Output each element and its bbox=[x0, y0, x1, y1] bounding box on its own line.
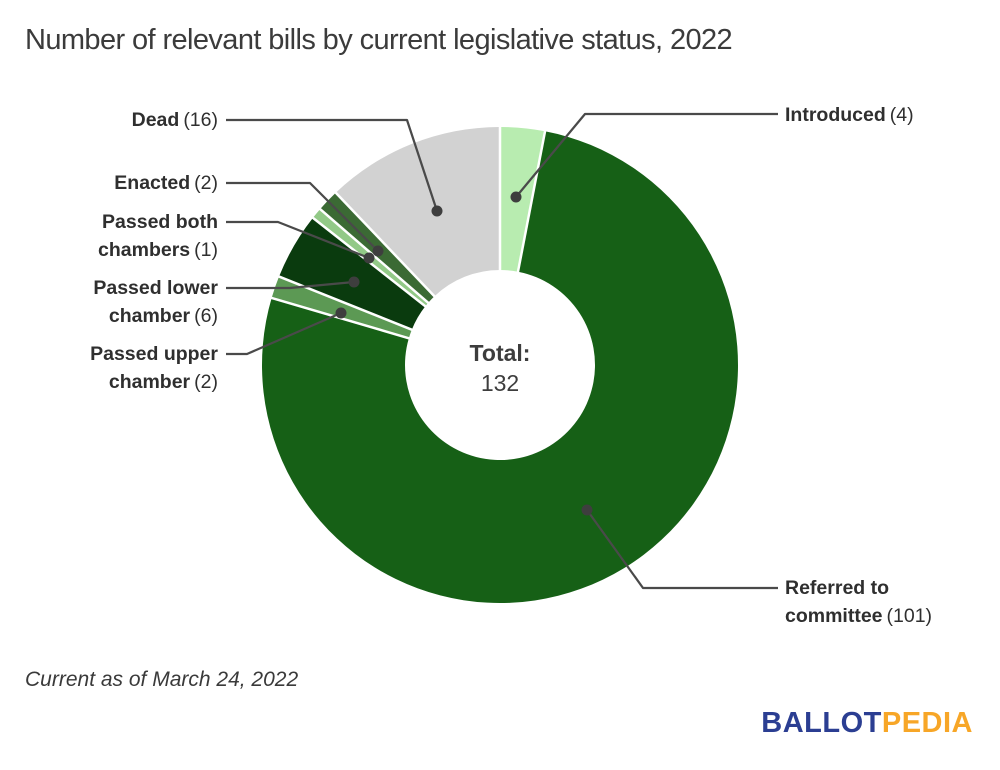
callout-introduced-count: (4) bbox=[889, 104, 914, 126]
logo-pedia: PEDIA bbox=[881, 707, 973, 739]
callout-enacted-label: Enacted bbox=[114, 172, 191, 194]
leader-line-passed-upper-chamber bbox=[226, 311, 342, 356]
leader-dot-passed-lower-chamber bbox=[348, 276, 360, 288]
callout-passed-upper-chamber-count: (2) bbox=[194, 371, 218, 393]
callout-passed-upper-chamber-label: Passed upper chamber bbox=[90, 343, 218, 393]
slice-passed-upper-chamber bbox=[271, 276, 412, 339]
callout-introduced: Introduced (4) bbox=[785, 101, 980, 129]
callout-dead: Dead (16) bbox=[68, 106, 218, 134]
leader-line-passed-both-chambers bbox=[226, 220, 370, 260]
slice-referred-to-committee bbox=[262, 131, 738, 604]
ballotpedia-logo: BALLOTPEDIA bbox=[761, 707, 973, 740]
callout-passed-lower-chamber-count: (6) bbox=[194, 305, 218, 327]
slice-divider bbox=[277, 275, 414, 332]
slice-divider bbox=[516, 130, 547, 273]
leader-dot-passed-upper-chamber bbox=[335, 307, 347, 319]
callout-dead-count: (16) bbox=[183, 109, 218, 131]
callout-enacted: Enacted (2) bbox=[68, 169, 218, 197]
logo-ballot: BALLOT bbox=[761, 707, 882, 739]
slice-dead bbox=[335, 127, 500, 297]
callout-dead-label: Dead bbox=[131, 109, 180, 131]
leader-dot-enacted bbox=[372, 245, 384, 257]
leader-line-dead bbox=[226, 118, 439, 212]
callout-referred-to-committee-count: (101) bbox=[886, 605, 933, 627]
leader-dot-dead bbox=[431, 205, 443, 217]
callout-passed-both-chambers-label: Passed both chambers bbox=[98, 211, 218, 261]
slice-passed-lower-chamber bbox=[279, 217, 426, 330]
leader-line-enacted bbox=[226, 181, 379, 252]
leader-line-introduced bbox=[515, 112, 778, 198]
total-label: Total: bbox=[469, 340, 531, 366]
leader-line-referred-to-committee bbox=[586, 509, 778, 590]
callout-passed-both-chambers-count: (1) bbox=[194, 239, 218, 261]
footnote: Current as of March 24, 2022 bbox=[25, 668, 299, 691]
slice-introduced bbox=[500, 127, 546, 272]
callout-passed-lower-chamber: Passed lower chamber (6) bbox=[58, 274, 218, 330]
leader-dot-passed-both-chambers bbox=[363, 252, 375, 264]
callout-passed-both-chambers: Passed both chambers (1) bbox=[58, 208, 218, 264]
total-value: 132 bbox=[480, 370, 520, 396]
callout-enacted-count: (2) bbox=[194, 172, 218, 194]
callout-passed-upper-chamber: Passed upper chamber (2) bbox=[58, 340, 218, 396]
leader-dot-referred-to-committee bbox=[581, 504, 593, 516]
callout-referred-to-committee: Referred to committee (101) bbox=[785, 574, 980, 630]
slice-divider bbox=[334, 191, 437, 298]
donut-center-total: Total: 132 bbox=[400, 338, 600, 398]
leader-dot-introduced bbox=[510, 191, 522, 203]
callout-referred-to-committee-label: Referred to committee bbox=[785, 577, 890, 627]
chart-title: Number of relevant bills by current legi… bbox=[25, 24, 733, 56]
callout-introduced-label: Introduced bbox=[785, 104, 886, 126]
leader-line-passed-lower-chamber bbox=[226, 280, 355, 290]
slice-divider bbox=[318, 207, 430, 305]
callout-passed-lower-chamber-label: Passed lower chamber bbox=[93, 277, 218, 327]
